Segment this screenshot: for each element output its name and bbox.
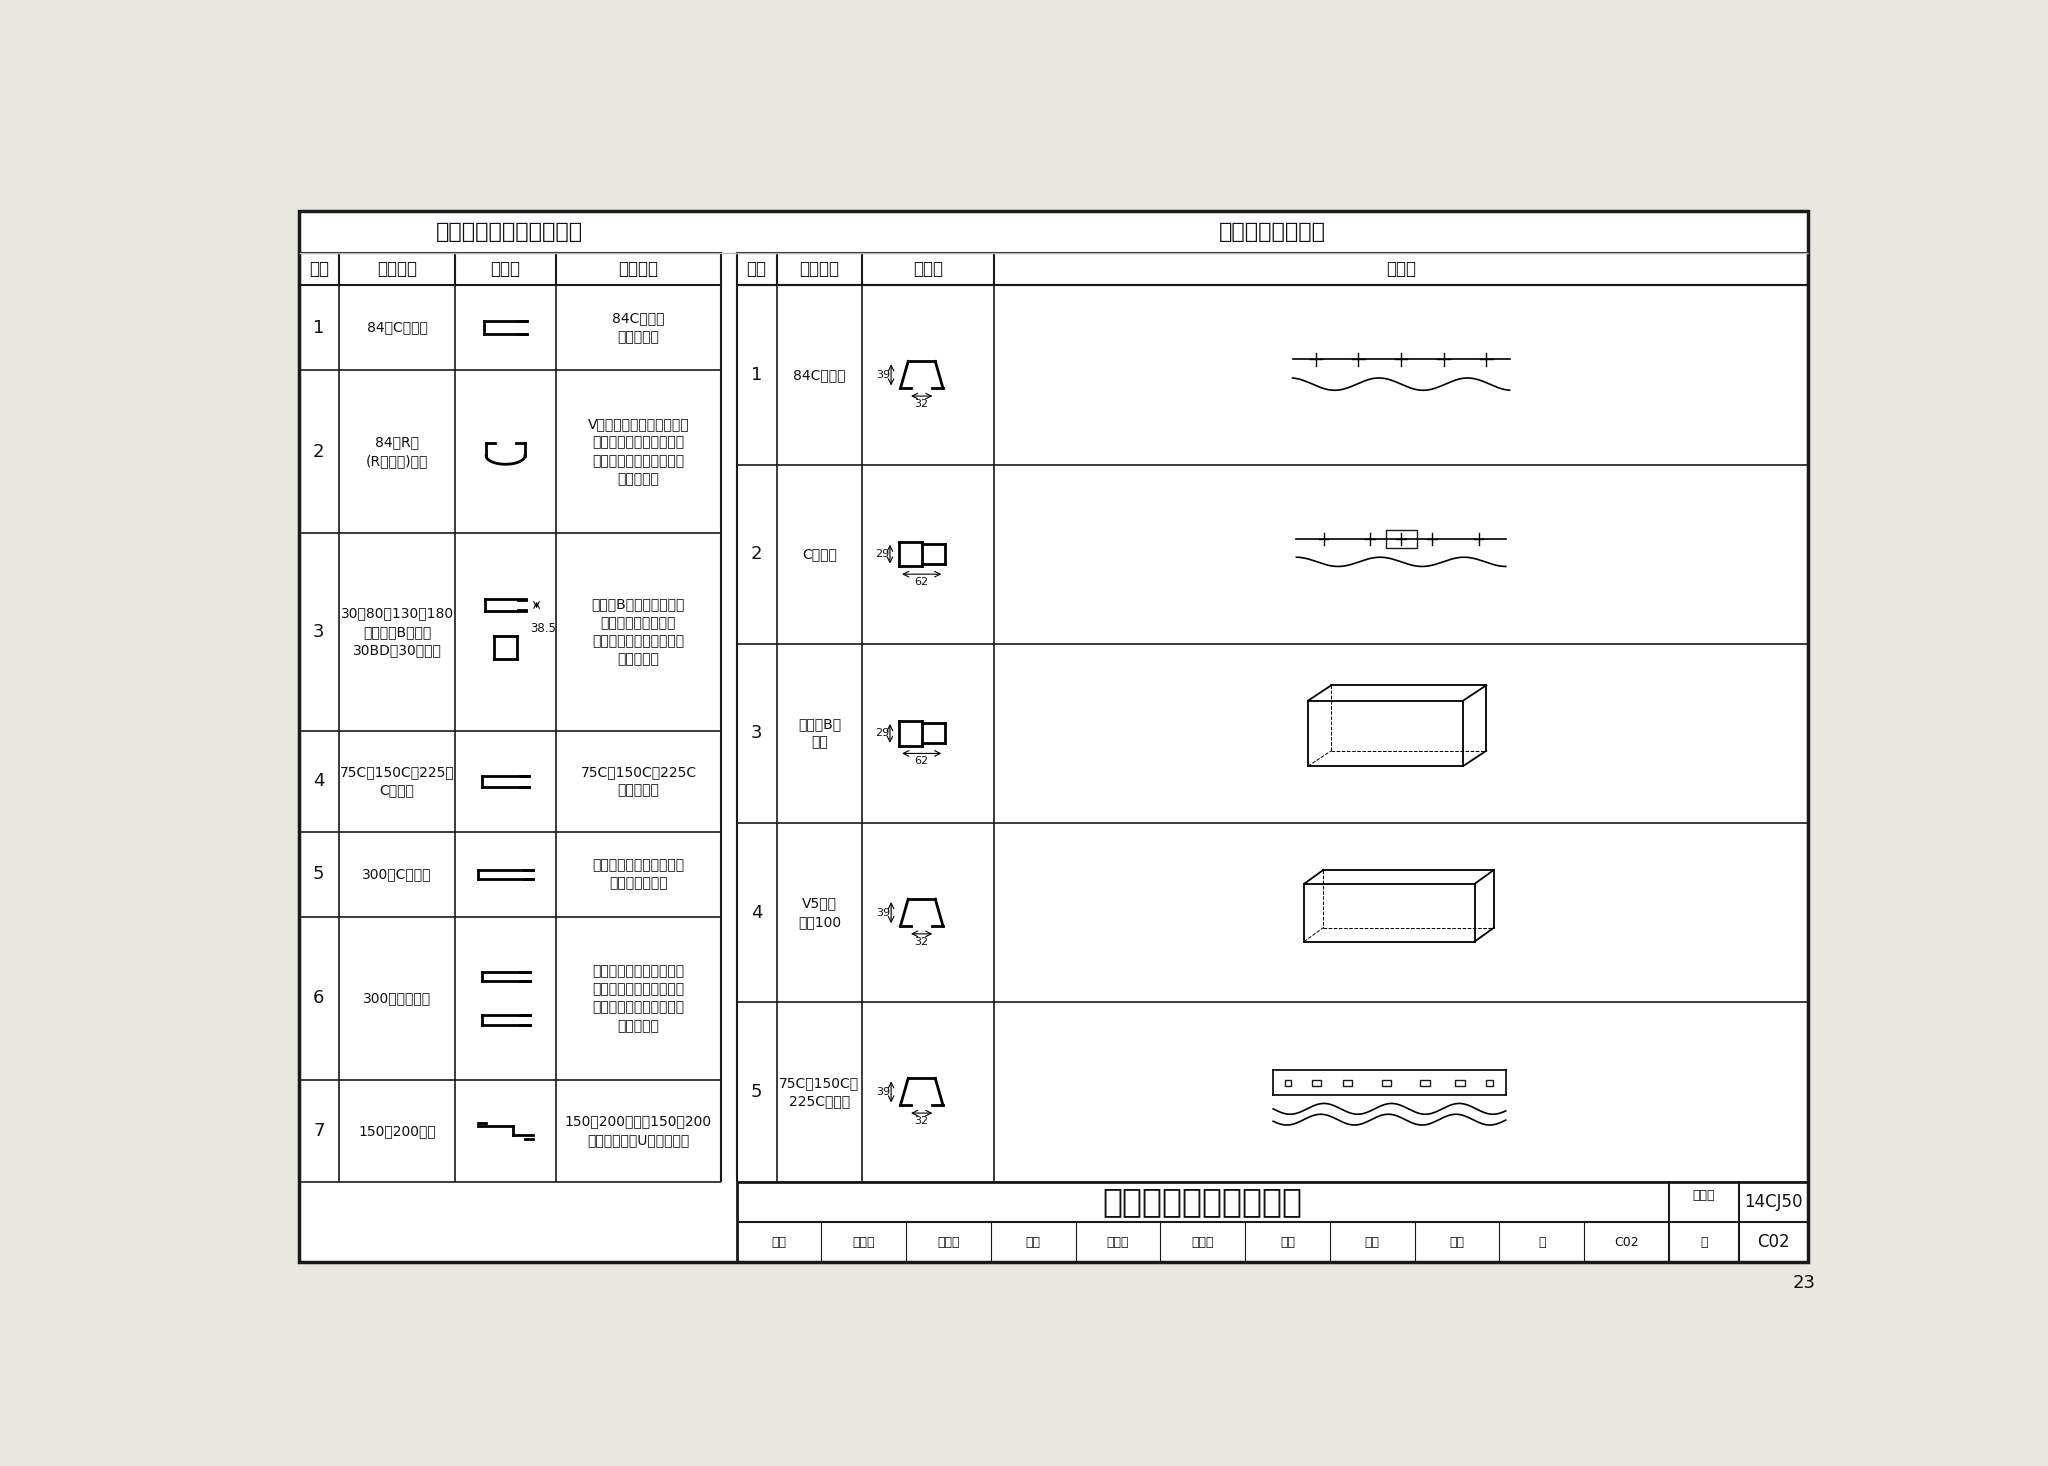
Text: 校对: 校对: [1026, 1236, 1040, 1249]
Text: 23: 23: [1792, 1274, 1817, 1292]
Text: 150、200龙骨、150、200
螺丝固定夹、U型防风扣等: 150、200龙骨、150、200 螺丝固定夹、U型防风扣等: [565, 1114, 713, 1146]
Text: 300宽C型条板: 300宽C型条板: [362, 868, 432, 881]
Text: 84宽C型条板: 84宽C型条板: [367, 321, 428, 334]
Text: 62: 62: [915, 756, 930, 767]
Text: 序号: 序号: [748, 259, 766, 279]
Text: 配套龙骨: 配套龙骨: [618, 259, 659, 279]
Text: 钱勇烁: 钱勇烁: [1106, 1236, 1128, 1249]
Text: 多模数B型
龙骨: 多模数B型 龙骨: [799, 717, 842, 749]
Text: V系列龙骨、弧形龙骨、可
变曲龙骨（配合弧形钢基
架）、无钩齿龙骨（配合
螺形夹）等: V系列龙骨、弧形龙骨、可 变曲龙骨（配合弧形钢基 架）、无钩齿龙骨（配合 螺形夹…: [588, 416, 690, 487]
Text: 多模数B型龙骨、可变曲
龙骨（配合弧形钢基
架）、无钩齿龙骨（配合
螺形夹）等: 多模数B型龙骨、可变曲 龙骨（配合弧形钢基 架）、无钩齿龙骨（配合 螺形夹）等: [592, 597, 686, 667]
Text: 侧面图: 侧面图: [1386, 259, 1415, 279]
Text: 2: 2: [752, 545, 762, 563]
Bar: [737, 254, 1808, 286]
Text: C型龙骨: C型龙骨: [803, 547, 838, 561]
Text: 150、200条板: 150、200条板: [358, 1124, 436, 1138]
Text: 30、80、130、180
宽多模数B型条板
30BD型30宽条板: 30、80、130、180 宽多模数B型条板 30BD型30宽条板: [340, 607, 453, 657]
Text: 62: 62: [915, 576, 930, 586]
Text: 39: 39: [877, 1086, 891, 1097]
Text: 75C、150C、225宽
C型条板: 75C、150C、225宽 C型条板: [340, 765, 455, 798]
Bar: [299, 254, 721, 286]
Text: 75C、150C、
225C型龙骨: 75C、150C、 225C型龙骨: [780, 1076, 860, 1108]
Text: 审核: 审核: [772, 1236, 786, 1249]
Bar: [1456, 1079, 1464, 1086]
Text: 75C、150C、225C
条板型龙骨: 75C、150C、225C 条板型龙骨: [580, 765, 696, 798]
Bar: [1386, 529, 1417, 548]
Text: 暗架、吊架龙骨、暗架专
用卡件、离缝卡件、防风
夹、螺丝固定夹、吊扣、
垂直吊扣等: 暗架、吊架龙骨、暗架专 用卡件、离缝卡件、防风 夹、螺丝固定夹、吊扣、 垂直吊扣…: [592, 963, 684, 1034]
Text: 页: 页: [1538, 1236, 1546, 1249]
Text: 6: 6: [313, 990, 324, 1007]
Text: 序号: 序号: [309, 259, 330, 279]
Text: 4: 4: [752, 903, 762, 922]
Text: 39: 39: [877, 369, 891, 380]
Text: 14CJ50: 14CJ50: [1745, 1193, 1802, 1211]
Text: 2: 2: [313, 443, 324, 460]
Text: 钱勇烁: 钱勇烁: [1192, 1236, 1214, 1249]
Text: 页: 页: [1700, 1236, 1708, 1249]
Text: 4: 4: [313, 773, 324, 790]
Text: 29: 29: [874, 550, 889, 559]
Text: 7: 7: [313, 1121, 324, 1139]
Text: 1: 1: [313, 318, 324, 337]
Bar: [1313, 1079, 1321, 1086]
Text: 吊架式、暗架式龙骨，吊
扣、垂直吊扣等: 吊架式、暗架式龙骨，吊 扣、垂直吊扣等: [592, 858, 684, 890]
Text: 剖面图: 剖面图: [492, 259, 520, 279]
Text: 1: 1: [752, 366, 762, 384]
Text: 39: 39: [877, 907, 891, 918]
Text: 29: 29: [874, 729, 889, 739]
Bar: [1284, 1079, 1290, 1086]
Bar: [737, 1182, 1808, 1262]
Text: 32: 32: [915, 399, 930, 409]
Text: 饶依存: 饶依存: [938, 1236, 961, 1249]
Text: 饶良修: 饶良修: [852, 1236, 874, 1249]
Text: V5龙骨
模数100: V5龙骨 模数100: [799, 896, 842, 929]
Text: C02: C02: [1614, 1236, 1638, 1249]
Text: 84C型龙骨
条板龙骨等: 84C型龙骨 条板龙骨等: [612, 311, 666, 343]
Text: 84宽R型
(R型弧形)条板: 84宽R型 (R型弧形)条板: [367, 435, 428, 468]
Text: 设计: 设计: [1280, 1236, 1294, 1249]
Bar: [1487, 1079, 1493, 1086]
Text: 剖面图: 剖面图: [913, 259, 942, 279]
Text: 条型板配套龙骨表: 条型板配套龙骨表: [1219, 221, 1325, 242]
Text: 陈旭: 陈旭: [1364, 1236, 1380, 1249]
Text: 5: 5: [752, 1083, 762, 1101]
Text: 澳绒板条形板吊顶龙骨: 澳绒板条形板吊顶龙骨: [1102, 1185, 1303, 1218]
Text: 产品型号: 产品型号: [377, 259, 418, 279]
Text: C02: C02: [1757, 1233, 1790, 1250]
Text: 32: 32: [915, 937, 930, 947]
Bar: [1382, 1079, 1391, 1086]
Text: 3: 3: [752, 724, 762, 742]
Text: 5: 5: [313, 865, 324, 884]
Text: 图集号: 图集号: [1692, 1189, 1714, 1202]
Text: 300宽弧形条板: 300宽弧形条板: [362, 991, 432, 1006]
Text: 龙骨名称: 龙骨名称: [799, 259, 840, 279]
Text: 84C型龙骨: 84C型龙骨: [793, 368, 846, 381]
Text: 条型板型号及配套龙骨表: 条型板型号及配套龙骨表: [436, 221, 584, 242]
Text: 32: 32: [915, 1116, 930, 1126]
Bar: [1343, 1079, 1352, 1086]
Bar: [1421, 1079, 1430, 1086]
Text: 38.5: 38.5: [530, 622, 555, 635]
Text: 陈旭: 陈旭: [1450, 1236, 1464, 1249]
Text: 3: 3: [313, 623, 324, 641]
